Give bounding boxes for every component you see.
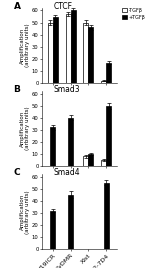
Bar xyxy=(68,118,73,166)
Y-axis label: Amplification
(arbitrary units): Amplification (arbitrary units) xyxy=(20,190,30,233)
Bar xyxy=(101,81,106,83)
Bar xyxy=(104,183,109,249)
Bar xyxy=(50,127,55,166)
Bar xyxy=(70,10,76,83)
Bar xyxy=(53,17,58,83)
Bar xyxy=(83,23,88,83)
Y-axis label: Amplification
(arbitrary units): Amplification (arbitrary units) xyxy=(20,24,30,67)
Text: C: C xyxy=(14,168,20,177)
Text: B: B xyxy=(14,85,20,94)
Text: Smad3: Smad3 xyxy=(53,85,80,94)
Bar xyxy=(50,210,55,249)
Bar xyxy=(66,14,70,83)
Text: A: A xyxy=(14,2,21,11)
Bar xyxy=(88,154,93,166)
Text: CTCF: CTCF xyxy=(53,2,72,11)
Bar xyxy=(106,106,111,166)
Bar xyxy=(106,62,111,83)
Bar xyxy=(88,27,93,83)
Bar xyxy=(68,195,73,249)
Text: Smad4: Smad4 xyxy=(53,168,80,177)
Bar xyxy=(83,157,88,166)
Y-axis label: Amplification
(arbitrary units): Amplification (arbitrary units) xyxy=(20,107,30,150)
Bar xyxy=(101,160,106,166)
Bar xyxy=(48,23,53,83)
Legend: -TGFβ, +TGFβ: -TGFβ, +TGFβ xyxy=(121,7,146,21)
